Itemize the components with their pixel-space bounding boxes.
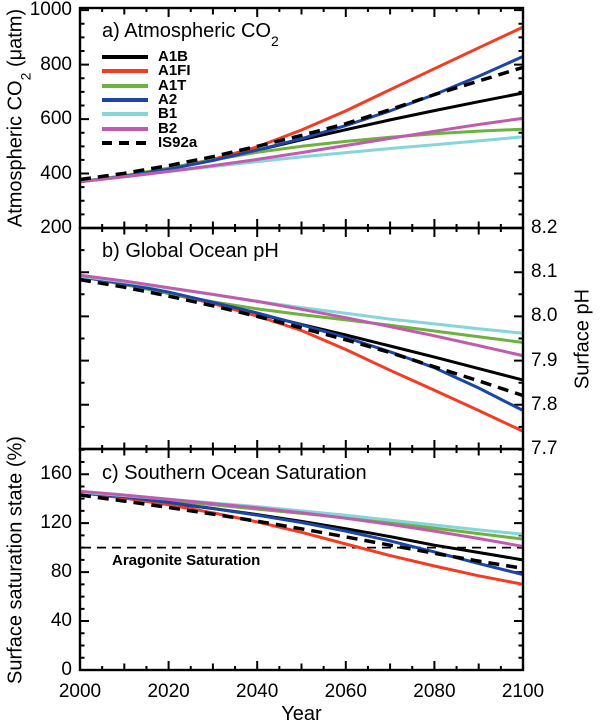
series-is92a-panel-a [81,65,522,182]
ytick-a-200: 200 [40,217,72,238]
series-a1fi-panel-c [81,491,522,586]
legend-label-b2: B2 [158,119,178,137]
panel-a-title-subscript: 2 [270,32,279,49]
legend-row-b2: B2 [102,119,197,137]
legend-swatch-a1b [102,55,148,60]
ytick-a-600: 600 [40,108,72,130]
series-is92a-panel-c [81,493,522,571]
ytick-c-120: 120 [40,512,72,534]
legend-swatch-a1t [102,83,148,88]
panel-c-title: c) Southern Ocean Saturation [102,462,367,484]
legend-row-a2: A2 [102,91,197,109]
legend-label-a1fi: A1FI [158,62,191,80]
aragonite-saturation-label: Aragonite Saturation [112,552,260,569]
legend-swatch-is92a [102,140,148,146]
series-a1fi-panel-b [81,275,522,433]
ytick-a-800: 800 [40,53,72,75]
ytick-b-7.9: 7.9 [531,349,558,371]
scenario-legend: A1B A1FI A1T A2 B1 B2 IS92a [102,48,198,151]
legend-label-a1b: A1B [158,48,189,66]
legend-swatch-a1fi [102,69,148,74]
legend-row-is92a: IS92a [102,133,198,151]
legend-label-is92a: IS92a [158,133,198,151]
series-b2-panel-a [81,116,522,184]
legend-row-b1: B1 [102,105,197,123]
legend-label-b1: B1 [158,105,178,123]
ytick-a-400: 400 [40,162,72,184]
xtick-2040: 2040 [236,681,279,702]
ytick-b-8.1: 8.1 [531,261,558,283]
ytick-c-80: 80 [50,561,72,583]
ytick-b-8.2: 8.2 [531,217,558,238]
aragonite-saturation-text: Aragonite Saturation [112,552,261,569]
legend-row-a1t: A1T [102,76,197,94]
ytick-b-8.0: 8.0 [531,305,558,327]
ytick-c-0: 0 [61,659,72,680]
legend-row-a1fi: A1FI [102,62,197,80]
ytick-c-160: 160 [40,463,72,485]
xtick-2000: 2000 [58,681,102,702]
legend-label-a2: A2 [158,91,178,109]
legend-swatch-b2 [102,126,148,131]
panel-a-title-text: a) Atmospheric CO [102,20,271,42]
legend-label-a1t: A1T [158,76,187,94]
series-a2-panel-b [81,275,522,412]
y-axis-title-ph: Surface pH [571,288,594,390]
xtick-2060: 2060 [324,681,367,702]
legend-row-a1b: A1B [102,48,197,66]
series-b2-panel-c [81,489,522,548]
panel-c-title-text: c) Southern Ocean Saturation [102,462,367,484]
x-axis-title: Year [281,703,322,722]
panel-b-title-text: b) Global Ocean pH [102,240,279,262]
legend-swatch-a2 [102,98,148,103]
ytick-a-1000: 1000 [29,0,72,21]
xtick-2080: 2080 [413,681,456,702]
panel-c-frame [78,447,525,672]
series-b2-panel-b [81,273,522,358]
ytick-b-7.7: 7.7 [531,438,558,459]
series-is92a-panel-b [81,278,522,398]
panel-b-title: b) Global Ocean pH [102,240,279,262]
ytick-c-40: 40 [50,610,72,632]
xtick-2100: 2100 [501,681,545,702]
legend-swatch-b1 [102,112,148,117]
xtick-2020: 2020 [147,681,190,702]
series-a2-panel-c [81,491,522,576]
ytick-b-7.8: 7.8 [531,393,558,415]
panel-a-title: a) Atmospheric CO2 [102,20,279,48]
